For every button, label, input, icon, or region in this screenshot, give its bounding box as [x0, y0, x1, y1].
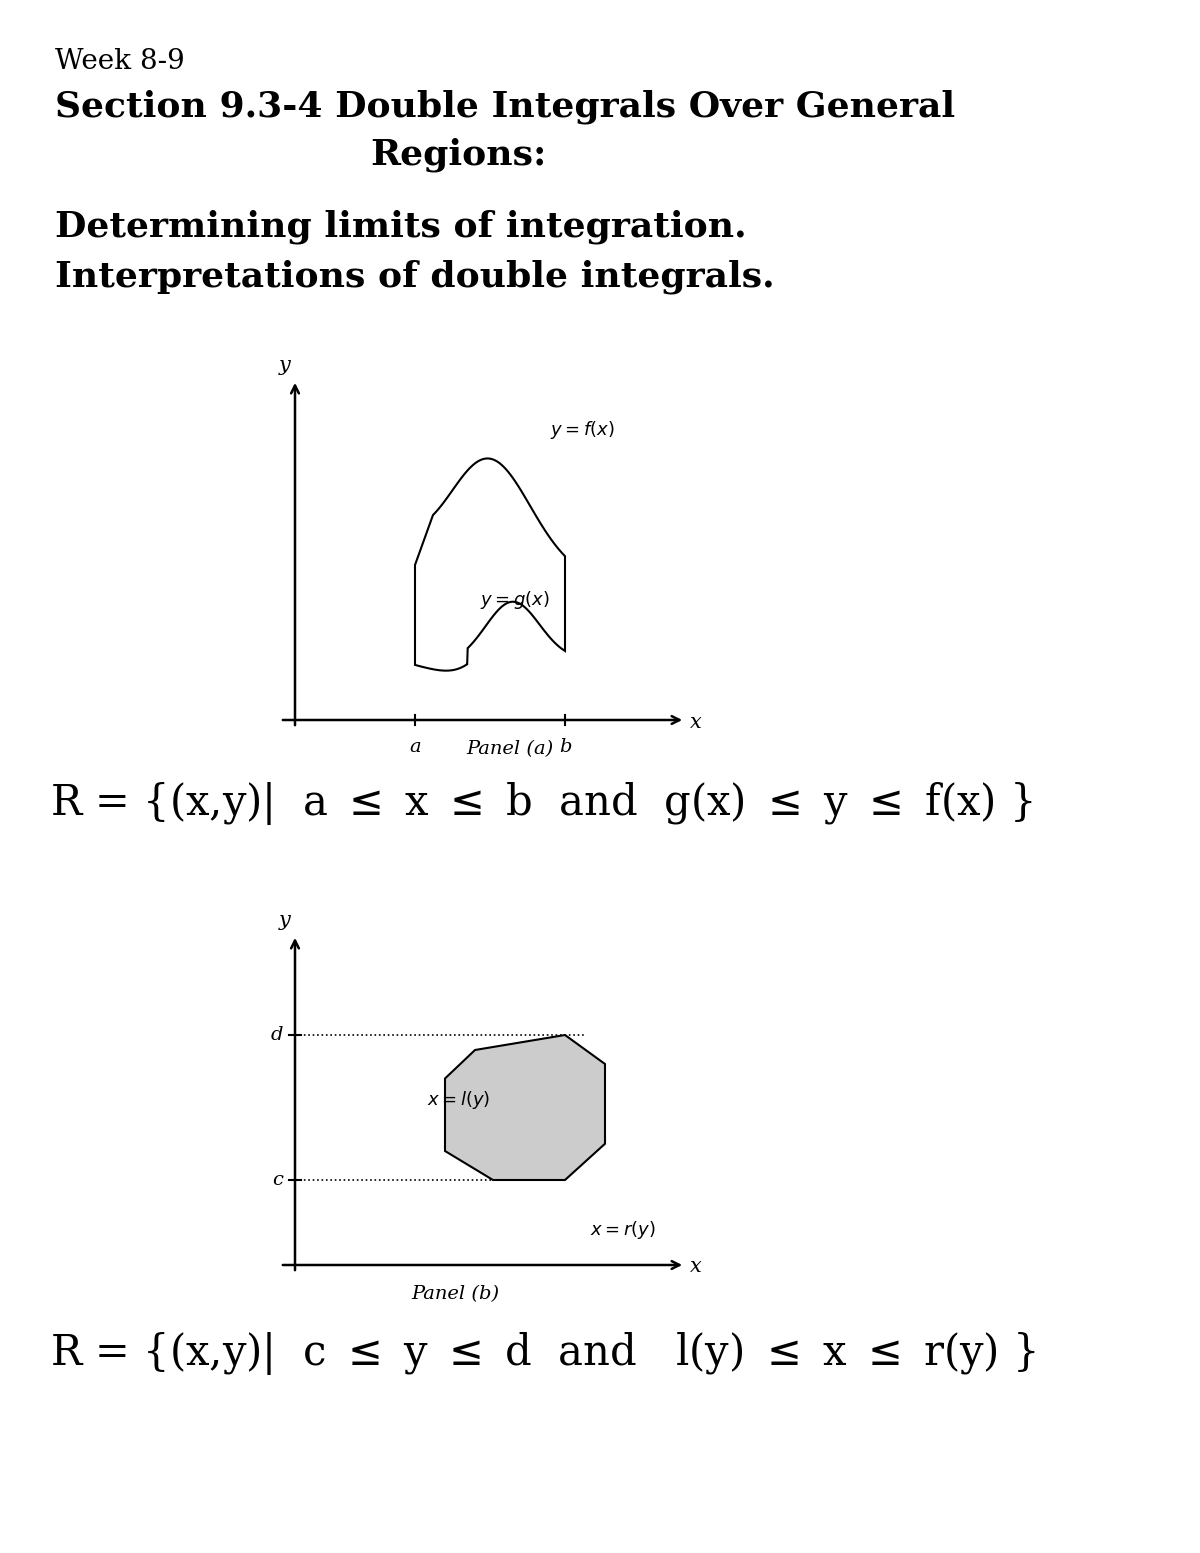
Text: Panel (a): Panel (a): [467, 739, 553, 758]
Text: $x = r(y)$: $x = r(y)$: [590, 1219, 655, 1241]
Polygon shape: [445, 1034, 605, 1180]
Text: c: c: [272, 1171, 283, 1190]
Text: b: b: [559, 738, 571, 756]
Text: x: x: [690, 713, 702, 731]
Text: $y = g(x)$: $y = g(x)$: [480, 589, 550, 610]
Text: Interpretations of double integrals.: Interpretations of double integrals.: [55, 259, 775, 295]
Text: Determining limits of integration.: Determining limits of integration.: [55, 210, 746, 244]
Text: Week 8-9: Week 8-9: [55, 48, 185, 75]
Text: y: y: [280, 912, 290, 930]
Text: $y = f(x)$: $y = f(x)$: [550, 419, 614, 441]
Text: d: d: [270, 1027, 283, 1044]
Text: R = {(x,y)|  c $\leq$ y $\leq$ d  and   l(y) $\leq$ x $\leq$ r(y) }: R = {(x,y)| c $\leq$ y $\leq$ d and l(y)…: [50, 1329, 1036, 1378]
Text: x: x: [690, 1258, 702, 1277]
Text: $x = l(y)$: $x = l(y)$: [427, 1089, 491, 1110]
Text: a: a: [409, 738, 421, 756]
Text: Section 9.3-4 Double Integrals Over General: Section 9.3-4 Double Integrals Over Gene…: [55, 90, 955, 124]
Text: y: y: [280, 356, 290, 374]
Text: R = {(x,y)|  a $\leq$ x $\leq$ b  and  g(x) $\leq$ y $\leq$ f(x) }: R = {(x,y)| a $\leq$ x $\leq$ b and g(x)…: [50, 780, 1033, 828]
Text: Panel (b): Panel (b): [410, 1284, 499, 1303]
Text: Regions:: Regions:: [370, 138, 546, 172]
